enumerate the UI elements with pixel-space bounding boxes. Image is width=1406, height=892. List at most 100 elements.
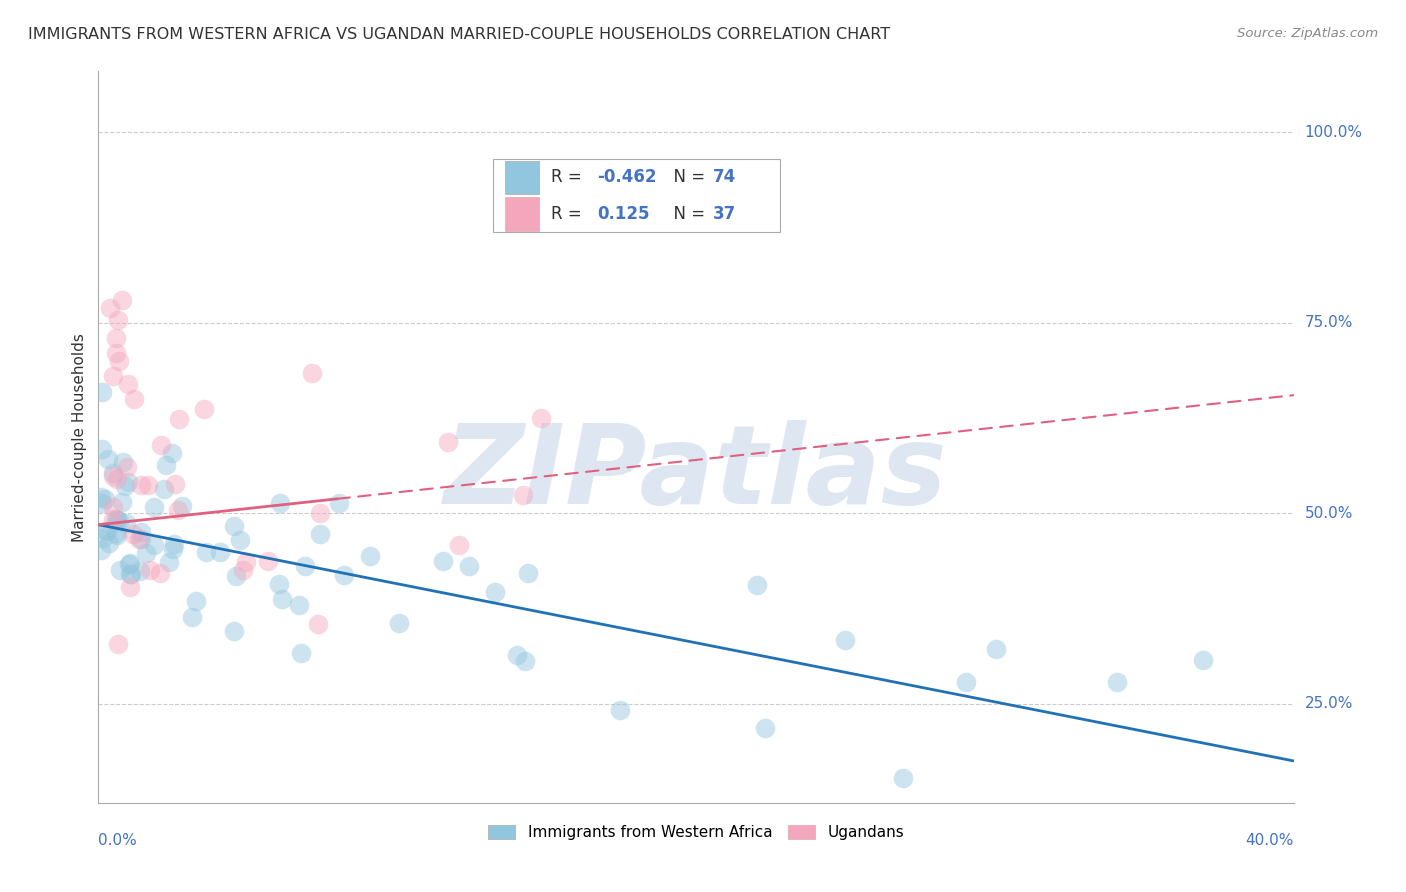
Point [359, 549, 381, 563]
Point [136, 477, 159, 491]
Point [117, 460, 139, 475]
Point [143, 538, 166, 552]
Point [149, 566, 172, 581]
Point [103, 500, 125, 515]
Point [301, 366, 323, 380]
Point [90, 385, 112, 400]
Point [129, 524, 152, 539]
Point [193, 402, 215, 417]
Point [170, 499, 193, 513]
Point [432, 554, 454, 568]
Point [309, 507, 332, 521]
Point [111, 494, 134, 508]
Point [101, 512, 124, 526]
Point [437, 435, 460, 450]
Text: IMMIGRANTS FROM WESTERN AFRICA VS UGANDAN MARRIED-COUPLE HOUSEHOLDS CORRELATION : IMMIGRANTS FROM WESTERN AFRICA VS UGANDA… [28, 27, 890, 42]
Point [294, 559, 316, 574]
Point [153, 483, 176, 497]
Text: N =: N = [662, 205, 710, 223]
Point [118, 580, 141, 594]
Text: 75.0%: 75.0% [1305, 315, 1353, 330]
Point [107, 312, 129, 326]
Point [232, 563, 254, 577]
Point [165, 476, 187, 491]
Text: 50.0%: 50.0% [1305, 506, 1353, 521]
Point [142, 500, 165, 515]
Point [118, 556, 141, 570]
Point [103, 466, 125, 480]
Point [225, 569, 247, 583]
Text: 0.0%: 0.0% [98, 833, 138, 848]
Point [105, 331, 128, 345]
Point [180, 610, 202, 624]
Point [139, 563, 162, 577]
Point [288, 598, 311, 612]
Point [529, 411, 551, 425]
Point [449, 538, 471, 552]
Point [111, 293, 134, 307]
Point [114, 479, 136, 493]
Point [155, 458, 177, 473]
Point [1192, 653, 1215, 667]
Point [512, 488, 534, 502]
Text: -0.462: -0.462 [596, 169, 657, 186]
Point [93, 491, 115, 506]
Point [484, 585, 506, 599]
Point [91, 531, 114, 545]
Point [120, 566, 142, 581]
Text: 37: 37 [713, 205, 735, 223]
Point [97, 535, 120, 549]
Point [184, 593, 207, 607]
Point [516, 566, 538, 580]
Point [107, 514, 129, 528]
Point [256, 554, 278, 568]
Point [90, 490, 112, 504]
Point [269, 577, 291, 591]
Point [457, 558, 479, 573]
Text: R =: R = [551, 169, 588, 186]
Point [229, 533, 252, 547]
Point [163, 536, 186, 550]
Point [105, 513, 128, 527]
Point [120, 566, 142, 581]
Point [124, 392, 146, 406]
Point [111, 455, 134, 469]
Legend: Immigrants from Western Africa, Ugandans: Immigrants from Western Africa, Ugandans [482, 819, 910, 847]
Point [115, 516, 138, 531]
Text: 25.0%: 25.0% [1305, 697, 1353, 711]
Point [157, 555, 180, 569]
Point [101, 469, 124, 483]
Point [754, 722, 776, 736]
Point [105, 472, 128, 486]
Point [506, 648, 529, 662]
Point [91, 442, 114, 456]
Point [108, 354, 131, 368]
Point [290, 646, 312, 660]
FancyBboxPatch shape [494, 159, 780, 232]
Point [328, 496, 350, 510]
Point [129, 477, 152, 491]
Y-axis label: Married-couple Households: Married-couple Households [72, 333, 87, 541]
Point [107, 636, 129, 650]
Point [96, 524, 118, 538]
Text: 100.0%: 100.0% [1305, 125, 1362, 140]
Text: N =: N = [662, 169, 710, 186]
Point [122, 527, 145, 541]
Point [333, 567, 356, 582]
Point [105, 346, 128, 360]
Point [955, 675, 977, 690]
Point [513, 654, 536, 668]
Point [117, 376, 139, 391]
Point [271, 591, 294, 606]
Point [308, 526, 330, 541]
FancyBboxPatch shape [505, 197, 540, 231]
Point [128, 533, 150, 547]
Point [269, 496, 291, 510]
Point [104, 512, 127, 526]
Point [167, 502, 190, 516]
Point [97, 451, 120, 466]
Point [129, 564, 152, 578]
Point [834, 632, 856, 647]
Point [609, 703, 631, 717]
Point [745, 578, 768, 592]
